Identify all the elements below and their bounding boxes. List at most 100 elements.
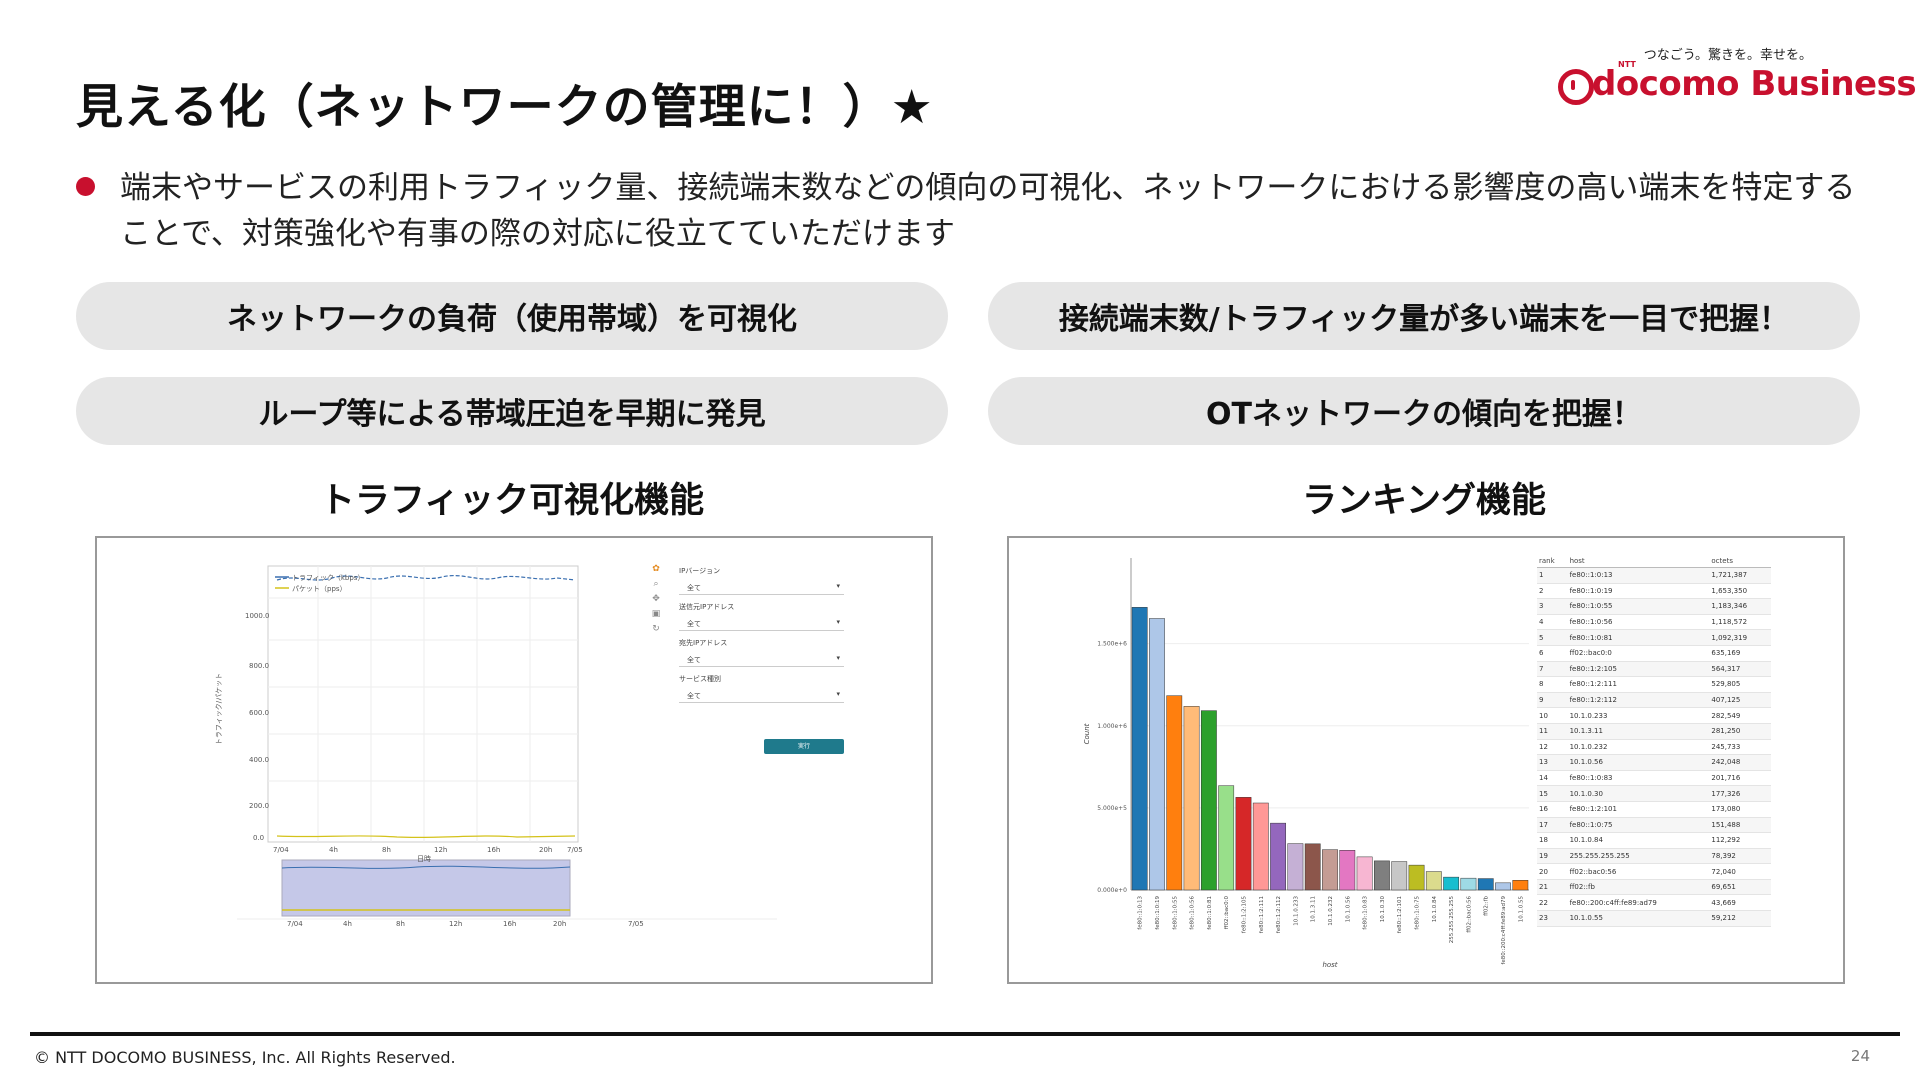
- table-cell: 1,183,346: [1709, 598, 1771, 615]
- x-tick: 12h: [434, 846, 448, 854]
- table-cell: 242,048: [1709, 754, 1771, 771]
- zoom-tool-icon[interactable]: ⌕: [653, 579, 659, 589]
- ip-version-value: 全て: [687, 584, 701, 592]
- table-cell: 10.1.0.84: [1567, 832, 1710, 849]
- bar: [1339, 850, 1356, 891]
- bar: [1183, 706, 1200, 891]
- bar: [1512, 880, 1529, 891]
- table-row: 3 fe80::1:0:55 1,183,346: [1537, 598, 1771, 615]
- table-cell: 201,716: [1709, 770, 1771, 787]
- table-cell: 23: [1537, 910, 1568, 927]
- reset-tool-icon[interactable]: ↻: [652, 624, 660, 634]
- table-cell: ff02::bac0:0: [1567, 645, 1710, 662]
- table-cell: 407,125: [1709, 692, 1771, 709]
- table-cell: fe80::1:2:111: [1567, 676, 1710, 693]
- x-tick: 20h: [539, 846, 553, 854]
- table-row: 22 fe80::200:c4ff:fe89:ad79 43,669: [1537, 894, 1771, 912]
- bar: [1287, 843, 1304, 891]
- chevron-down-icon: ▾: [836, 618, 840, 626]
- x-tick-label: 10.1.0.30: [1380, 896, 1386, 923]
- table-cell: 10: [1537, 707, 1568, 724]
- table-header: rank: [1537, 554, 1568, 568]
- table-cell: 22: [1537, 894, 1568, 912]
- table-cell: 14: [1537, 770, 1568, 787]
- bar: [1252, 802, 1269, 891]
- feature-pill-ranking: 接続端末数/トラフィック量が多い端末を一目で把握！: [988, 282, 1860, 350]
- bar: [1218, 785, 1235, 891]
- x-tick: 7/05: [567, 846, 583, 854]
- table-cell: 1,721,387: [1709, 567, 1771, 584]
- table-row: 10 10.1.0.233 282,549: [1537, 707, 1771, 724]
- bar: [1495, 882, 1511, 891]
- table-cell: 8: [1537, 676, 1568, 693]
- x-tick-label: 10.1.0.55: [1518, 896, 1524, 923]
- table-cell: 10.1.0.55: [1567, 910, 1710, 927]
- dst-ip-select[interactable]: 全て ▾: [679, 652, 844, 667]
- x-tick-label: 10.1.0.56: [1345, 896, 1351, 923]
- bar: [1425, 871, 1442, 891]
- copyright-text: © NTT DOCOMO BUSINESS, Inc. All Rights R…: [34, 1048, 456, 1067]
- y-tick-label: 0.000e+0: [1097, 887, 1127, 894]
- service-type-value: 全て: [687, 692, 701, 700]
- table-row: 12 10.1.0.232 245,733: [1537, 739, 1771, 756]
- table-cell: fe80::1:0:56: [1567, 614, 1710, 631]
- pan-tool-icon[interactable]: ✥: [652, 594, 660, 604]
- ranking-chart: 0.000e+0 5.000e+5 1.000e+6 1.500e+6fe80::1:…: [1083, 558, 1529, 969]
- table-cell: 3: [1537, 598, 1568, 615]
- y-tick: 400.0: [249, 756, 270, 764]
- feature-pill-load: ネットワークの負荷（使用帯域）を可視化: [76, 282, 948, 350]
- src-ip-label: 送信元IPアドレス: [679, 603, 735, 611]
- bar: [1131, 607, 1148, 891]
- table-row: 15 10.1.0.30 177,326: [1537, 785, 1771, 802]
- legend-packets: パケット（pps）: [292, 585, 347, 593]
- table-cell: 9: [1537, 692, 1568, 709]
- feature-pill-loop: ループ等による帯域圧迫を早期に発見: [76, 377, 948, 445]
- table-cell: 564,317: [1709, 661, 1771, 678]
- table-cell: 1: [1537, 567, 1568, 584]
- chevron-down-icon: ▾: [836, 690, 840, 698]
- y-tick: 1000.0: [245, 612, 270, 620]
- table-cell: 1,653,350: [1709, 583, 1771, 600]
- src-ip-select[interactable]: 全て ▾: [679, 616, 844, 631]
- table-row: 21 ff02::fb 69,651: [1537, 879, 1771, 896]
- bar: [1356, 856, 1373, 891]
- x-tick-label: 255.255.255.255: [1449, 896, 1455, 944]
- service-type-select[interactable]: 全て ▾: [679, 688, 844, 703]
- table-cell: 151,488: [1709, 817, 1771, 834]
- table-row: 1 fe80::1:0:13 1,721,387: [1537, 567, 1771, 584]
- ip-version-label: IPバージョン: [679, 567, 721, 575]
- run-button[interactable]: 実行: [764, 739, 844, 754]
- table-cell: 72,040: [1709, 863, 1771, 880]
- x-tick-label: ff02::fb: [1484, 895, 1490, 915]
- bar: [1235, 797, 1252, 891]
- x-tick-label: 10.1.0.233: [1293, 896, 1299, 926]
- x-axis-label: host: [1322, 961, 1337, 969]
- table-row: 19 255.255.255.255 78,392: [1537, 848, 1771, 865]
- bullet-text: 端末やサービスの利用トラフィック量、接続端末数などの傾向の可視化、ネットワークに…: [120, 170, 1856, 252]
- bullet-dot-icon: [76, 177, 95, 196]
- table-row: 7 fe80::1:2:105 564,317: [1537, 661, 1771, 678]
- table-cell: fe80::1:0:19: [1567, 583, 1710, 600]
- table-cell: 59,212: [1709, 910, 1771, 927]
- bokeh-logo-icon: ✿: [652, 564, 660, 574]
- table-cell: 16: [1537, 801, 1568, 818]
- x-tick-label: fe80::1:0:81: [1207, 896, 1213, 930]
- table-row: 6 ff02::bac0:0 635,169: [1537, 645, 1771, 662]
- dst-ip-value: 全て: [687, 656, 701, 664]
- table-cell: ff02::fb: [1567, 879, 1710, 896]
- table-cell: 69,651: [1709, 879, 1771, 896]
- y-tick: 800.0: [249, 662, 270, 670]
- table-cell: fe80::1:0:81: [1567, 629, 1710, 646]
- x-tick: 7/04: [273, 846, 289, 854]
- bar: [1200, 710, 1217, 891]
- brand-tagline: つなごう。驚きを。幸せを。: [1643, 48, 1812, 63]
- save-tool-icon[interactable]: ▣: [651, 609, 661, 619]
- table-row: 11 10.1.3.11 281,250: [1537, 723, 1771, 740]
- bar: [1166, 695, 1183, 891]
- traffic-screenshot: トラフィック（kbps） パケット（pps） 1000.0 800.0 600.…: [95, 536, 933, 984]
- table-row: 23 10.1.0.55 59,212: [1537, 910, 1771, 927]
- ip-version-select[interactable]: 全て ▾: [679, 580, 844, 595]
- traffic-ylabel: トラフィック/パケット: [215, 672, 224, 746]
- bar: [1391, 861, 1408, 891]
- table-cell: 43,669: [1709, 894, 1771, 912]
